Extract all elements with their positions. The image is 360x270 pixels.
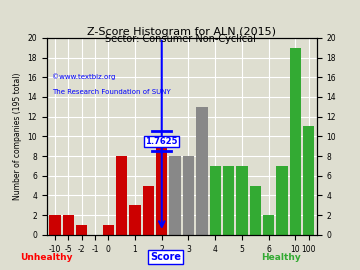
Text: Unhealthy: Unhealthy — [21, 253, 73, 262]
Text: Healthy: Healthy — [261, 253, 301, 262]
Bar — [249, 186, 261, 235]
Bar — [170, 156, 181, 235]
Bar — [116, 156, 127, 235]
Bar — [129, 205, 141, 235]
Bar — [223, 166, 234, 235]
Text: The Research Foundation of SUNY: The Research Foundation of SUNY — [52, 89, 171, 95]
Bar — [63, 215, 74, 235]
Text: ©www.textbiz.org: ©www.textbiz.org — [52, 73, 116, 80]
Y-axis label: Number of companies (195 total): Number of companies (195 total) — [13, 73, 22, 200]
Bar — [156, 146, 167, 235]
Bar — [49, 215, 60, 235]
Bar — [196, 107, 207, 235]
Bar — [183, 156, 194, 235]
Bar — [236, 166, 248, 235]
Bar — [276, 166, 288, 235]
Bar — [103, 225, 114, 235]
Bar — [210, 166, 221, 235]
Bar — [143, 186, 154, 235]
Bar — [290, 48, 301, 235]
Title: Z-Score Histogram for ALN (2015): Z-Score Histogram for ALN (2015) — [87, 27, 276, 37]
Bar — [76, 225, 87, 235]
Bar — [303, 126, 315, 235]
Bar — [263, 215, 274, 235]
Text: 1.7625: 1.7625 — [145, 137, 178, 146]
Text: Sector: Consumer Non-Cyclical: Sector: Consumer Non-Cyclical — [104, 34, 256, 44]
Text: Score: Score — [150, 252, 181, 262]
